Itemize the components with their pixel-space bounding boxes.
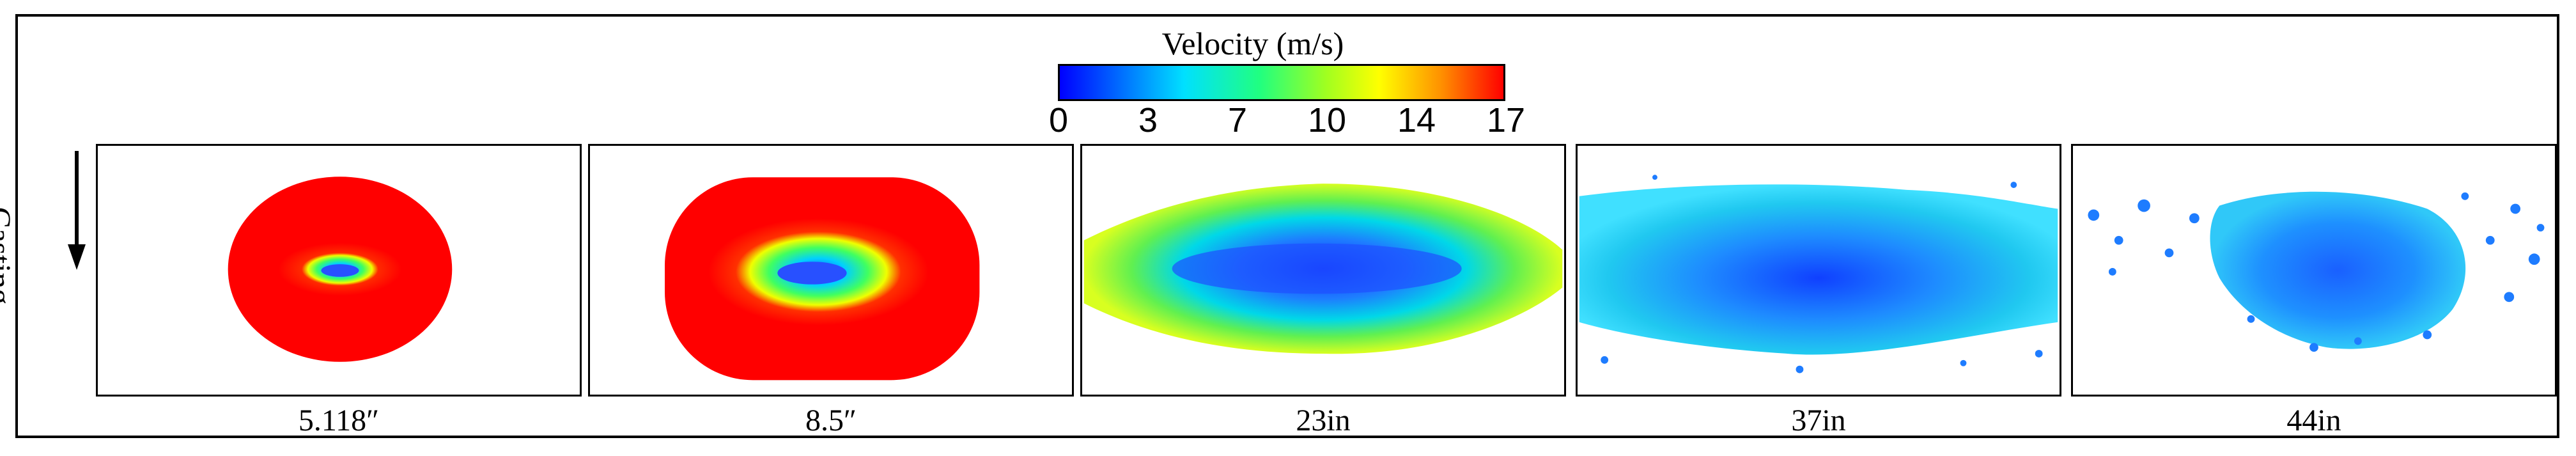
velocity-field-plot (228, 177, 453, 362)
colorbar-title: Velocity (m/s) (1161, 26, 1344, 61)
velocity-field-plot (1083, 184, 1563, 354)
colorbar-tick-label: 14 (1397, 101, 1436, 139)
colorbar (1058, 64, 1505, 101)
jet-core (1172, 243, 1462, 294)
figure-frame (15, 14, 2559, 438)
jet-core-center (777, 262, 847, 285)
colorbar-tick-label: 7 (1227, 101, 1248, 139)
colorbar-tick-label: 10 (1307, 101, 1347, 139)
panel-caption: 8.5″ (805, 404, 857, 437)
panel-caption: 44in (2286, 404, 2341, 437)
panel-caption: 5.118″ (298, 404, 380, 437)
panel-37in (1576, 144, 2061, 397)
particle-cloud (1601, 175, 2043, 373)
casting-direction-label: Casting (0, 207, 18, 305)
panel-44in (2071, 144, 2557, 397)
velocity-field-plot (1579, 175, 2058, 373)
casting-direction-arrow-icon (68, 151, 86, 270)
jet-core-center (321, 264, 359, 277)
colorbar-tick-label: 3 (1138, 101, 1158, 139)
colorbar-tick-label: 17 (1486, 101, 1526, 139)
velocity-field-plot (665, 177, 980, 381)
colorbar-tick-label: 0 (1048, 101, 1069, 139)
panel-23in (1080, 144, 1566, 397)
jet-plume (1579, 184, 2058, 355)
velocity-field-plot (2088, 191, 2545, 352)
jet-plume (2210, 191, 2466, 349)
panel-85 (588, 144, 1074, 397)
panel-caption: 37in (1791, 404, 1846, 437)
panel-5118 (96, 144, 582, 397)
particle-cloud (2088, 192, 2545, 352)
panel-caption: 23in (1296, 404, 1351, 437)
